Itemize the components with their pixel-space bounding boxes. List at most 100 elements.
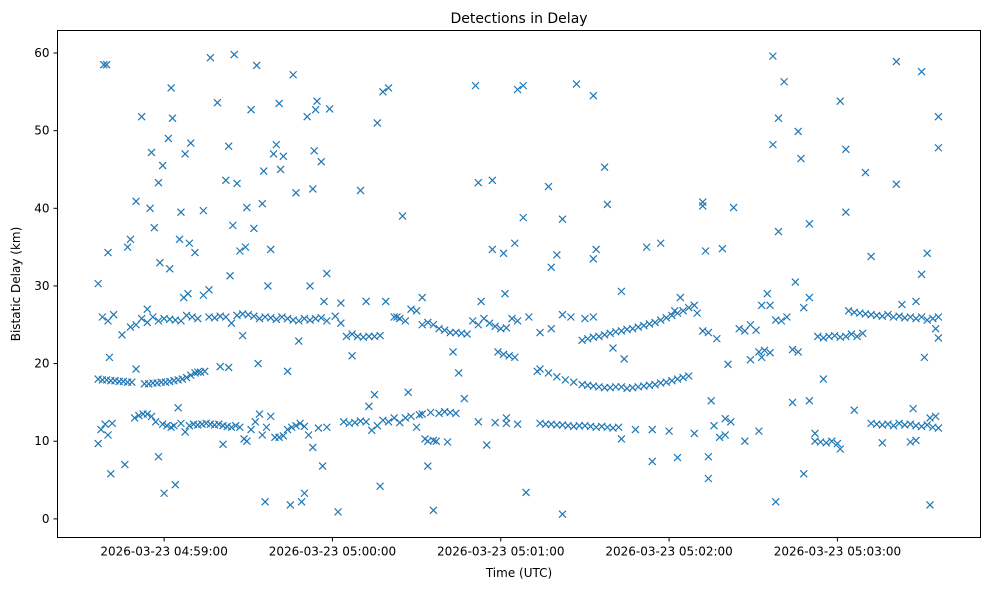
data-point [221, 313, 230, 321]
data-point [883, 420, 892, 429]
data-point [502, 323, 511, 332]
data-point [289, 70, 298, 79]
data-point [182, 373, 191, 382]
y-tick-label: 60 [34, 46, 49, 60]
data-point [134, 411, 143, 420]
data-point [181, 427, 190, 436]
data-point [830, 331, 839, 340]
data-point [912, 314, 920, 323]
data-point [258, 431, 267, 439]
data-point [544, 368, 553, 377]
data-point [558, 215, 567, 224]
data-point [494, 348, 502, 356]
data-point [460, 394, 469, 403]
data-point [909, 404, 918, 413]
data-point [589, 254, 598, 263]
data-point [774, 114, 783, 123]
data-point [566, 313, 575, 321]
data-point [667, 311, 676, 320]
data-point [106, 469, 115, 478]
data-point [482, 441, 491, 450]
data-point [443, 438, 452, 446]
data-point [381, 297, 390, 306]
data-point [651, 318, 659, 327]
data-point [105, 353, 114, 362]
data-point [583, 334, 592, 343]
data-point [931, 324, 940, 333]
data-point [889, 421, 898, 430]
data-point [429, 506, 438, 515]
data-point [474, 178, 483, 187]
data-point [642, 243, 651, 252]
data-point [763, 289, 772, 298]
data-point [101, 420, 110, 429]
data-point [292, 421, 300, 430]
data-point [109, 310, 118, 319]
data-point [258, 199, 267, 208]
data-point [454, 368, 463, 377]
data-point [162, 421, 171, 430]
data-point [544, 182, 553, 191]
x-axis-label: Time (UTC) [485, 566, 552, 580]
data-point [429, 320, 438, 329]
data-point [379, 416, 387, 425]
data-point [477, 297, 486, 306]
data-point [917, 313, 926, 321]
data-point [777, 316, 786, 325]
data-point [126, 235, 135, 244]
data-point [415, 410, 424, 419]
data-point [917, 270, 926, 279]
data-point [276, 165, 285, 174]
data-point [558, 510, 567, 519]
data-point [401, 414, 410, 422]
data-point [174, 403, 183, 412]
data-point [491, 322, 500, 331]
data-point [123, 243, 132, 252]
data-point [188, 313, 197, 321]
data-point [322, 316, 331, 325]
data-point [104, 248, 112, 257]
data-point [853, 332, 861, 341]
data-point [275, 433, 284, 442]
data-point [508, 314, 516, 323]
data-point [242, 203, 251, 212]
data-point [221, 176, 230, 185]
data-point [662, 313, 671, 322]
data-point [322, 423, 331, 432]
y-axis: 0 10 20 30 40 50 60 [34, 46, 58, 526]
data-point [412, 423, 421, 432]
data-point [331, 312, 340, 321]
data-point [547, 324, 556, 333]
data-point [724, 360, 732, 369]
data-point [474, 320, 483, 329]
data-point [485, 319, 494, 328]
data-point [104, 431, 112, 439]
data-point [710, 421, 718, 430]
data-point [376, 482, 385, 491]
x-tick-label: 2026-03-23 05:01:00 [437, 545, 564, 559]
y-tick-label: 50 [34, 124, 49, 138]
data-point [474, 417, 483, 426]
data-point [673, 375, 682, 384]
data-point [628, 324, 637, 333]
data-point [325, 104, 334, 113]
data-point [552, 250, 561, 259]
data-point [227, 319, 236, 328]
data-point [242, 437, 251, 446]
data-point [917, 67, 926, 76]
data-point [286, 500, 295, 509]
data-point [143, 305, 152, 314]
data-point [118, 330, 126, 339]
data-point [147, 412, 156, 421]
data-point [132, 320, 140, 329]
data-point [895, 312, 904, 321]
data-point [300, 489, 309, 498]
data-point [297, 497, 306, 506]
data-point [522, 488, 530, 497]
data-point [569, 378, 578, 387]
data-point [362, 297, 371, 306]
x-tick-label: 2026-03-23 05:00:00 [269, 545, 396, 559]
data-point [906, 438, 915, 446]
data-point [283, 314, 292, 323]
data-point [320, 297, 328, 306]
